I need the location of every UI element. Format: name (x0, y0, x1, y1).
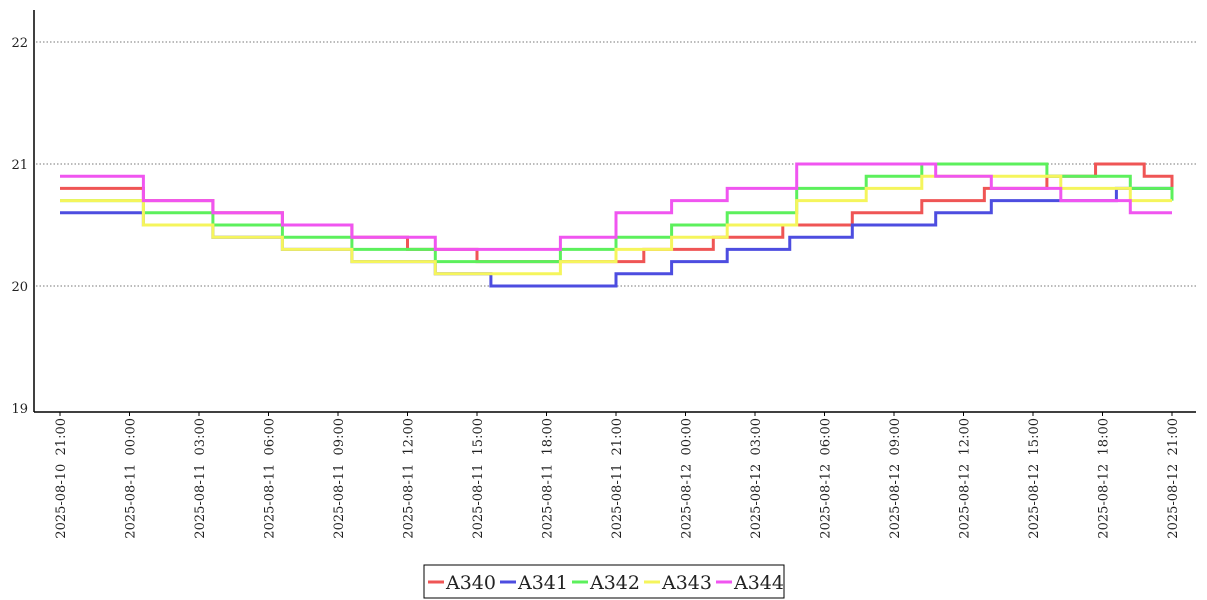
x-tick-label: 2025-08-11 03:00 (193, 418, 208, 539)
x-tick-labels: 2025-08-10 21:00 2025-08-11 00:00 2025-08-… (54, 412, 1181, 539)
x-tick-label: 2025-08-11 06:00 (263, 418, 278, 539)
y-tick-label: 22 (11, 36, 28, 51)
x-tick-label: 2025-08-11 18:00 (541, 418, 556, 539)
x-tick-label: 2025-08-10 21:00 (54, 418, 69, 539)
x-tick-label: 2025-08-11 15:00 (471, 418, 486, 539)
series-lines (60, 162, 1174, 288)
axes (33, 10, 1196, 413)
legend-label: A343 (661, 572, 712, 594)
legend-label: A341 (517, 572, 568, 594)
x-tick-label: 2025-08-11 00:00 (124, 418, 139, 539)
x-tick-label: 2025-08-12 03:00 (749, 418, 764, 539)
x-tick-label: 2025-08-11 21:00 (610, 418, 625, 539)
y-tick-labels: 19 20 21 22 (11, 36, 28, 417)
x-tick-label: 2025-08-12 06:00 (819, 418, 834, 539)
legend-label: A340 (445, 572, 496, 594)
y-tick-label: 21 (11, 158, 28, 173)
x-tick-label: 2025-08-12 15:00 (1027, 418, 1042, 539)
legend: A340 A341 A342 A343 A344 (423, 564, 785, 599)
x-tick-label: 2025-08-12 18:00 (1097, 418, 1112, 539)
x-tick-label: 2025-08-11 12:00 (402, 418, 417, 539)
series-line-a344 (60, 162, 1172, 251)
legend-label: A342 (589, 572, 640, 594)
y-tick-label: 20 (11, 280, 28, 295)
y-tick-label: 19 (11, 402, 28, 417)
x-tick-label: 2025-08-12 09:00 (888, 418, 903, 539)
legend-label: A344 (733, 572, 784, 594)
x-tick-label: 2025-08-12 12:00 (958, 418, 973, 539)
x-tick-label: 2025-08-12 00:00 (680, 418, 695, 539)
x-tick-label: 2025-08-12 21:00 (1166, 418, 1181, 539)
x-tick-label: 2025-08-11 09:00 (332, 418, 347, 539)
